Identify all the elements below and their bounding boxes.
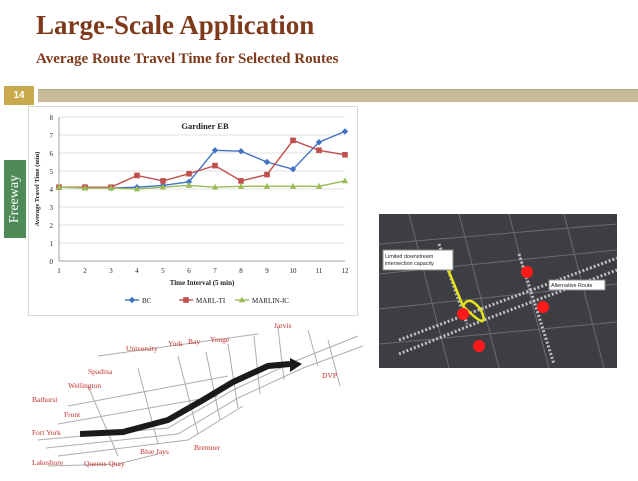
y-axis-label: Average Travel Time (min) [34, 152, 41, 227]
x-tick-label: 2 [83, 267, 87, 275]
y-tick-label: 3 [50, 204, 54, 212]
x-tick-label: 9 [265, 267, 269, 275]
x-tick-label: 6 [187, 267, 191, 275]
series-bc-point [315, 139, 323, 146]
series-marlin-ic-point [263, 182, 271, 189]
series-marl-ti-point [212, 162, 218, 169]
series-marlin-ic-point [55, 183, 63, 190]
series-marlin-ic-point [211, 183, 219, 190]
map-label-wellington: Wellington [68, 381, 101, 390]
series-marl-ti-point [186, 170, 192, 177]
legend-marl-ti-point [183, 297, 189, 303]
y-tick-label: 5 [50, 168, 54, 176]
map-label-jarvis: Jarvis [274, 321, 292, 330]
series-marl-ti-point [160, 178, 166, 184]
y-tick-label: 4 [50, 186, 54, 194]
downtown-map-graphic: Jarvis University York Bay Yonge Spadina DVP We… [32, 321, 364, 468]
slide-title: Large-Scale Application [36, 10, 315, 40]
legend-bc-label: BC [142, 297, 152, 305]
legend-marlin-ic-label: MARLIN-IC [252, 297, 289, 305]
chart-title: Gardiner EB [181, 121, 229, 131]
y-tick-label: 6 [50, 150, 54, 158]
x-tick-label: 3 [109, 267, 113, 275]
map-label-university: University [126, 344, 158, 353]
series-marl-ti-point [342, 152, 348, 158]
y-tick-label: 7 [50, 132, 54, 140]
x-tick-label: 8 [239, 267, 243, 275]
callout-capacity-text: Limited downstream intersection capacity [385, 254, 434, 267]
series-marl-ti-point [238, 178, 244, 184]
map-label-dvp: DVP [322, 371, 337, 380]
y-tick-label: 8 [50, 114, 54, 122]
aerial-map-graphic: Limited downstream intersection capacity … [378, 213, 618, 369]
legend-marl-ti-label: MARL-TI [196, 297, 226, 305]
map-label-blue-jays: Blue Jays [140, 447, 169, 456]
series-marlin-ic-point [159, 183, 167, 190]
x-tick-label: 1 [57, 267, 61, 275]
callout-capacity [382, 249, 454, 271]
series-bc-point [263, 158, 271, 166]
page-number-badge: 14 [4, 86, 34, 105]
header-rule [38, 89, 638, 102]
aerial-map: Limited downstream intersection capacity … [378, 213, 618, 369]
map-label-yonge: Yonge [210, 335, 230, 344]
series-marl-ti-point [264, 171, 270, 178]
x-tick-label: 10 [290, 267, 298, 275]
map-label-lakeshore: Lakeshore [32, 458, 64, 467]
series-bc-point [237, 148, 245, 155]
series-bc-point [341, 128, 349, 135]
series-marlin-ic-point [185, 182, 193, 188]
x-tick-label: 7 [213, 267, 217, 275]
x-tick-label: 11 [316, 267, 323, 275]
map-label-bathurst: Bathurst [32, 395, 58, 404]
section-sidebar: Freeway [4, 160, 26, 238]
callout-alt-route [548, 279, 606, 291]
x-axis-label: Time Interval (5 min) [170, 279, 235, 287]
map-label-spadina: Spadina [88, 367, 113, 376]
legend-marlin-ic-point [238, 296, 246, 303]
map-label-bay: Bay [188, 337, 200, 346]
map-label-queens-quay: Queens Quay [84, 459, 125, 468]
downtown-map: Jarvis University York Bay Yonge Spadina DVP We… [28, 316, 368, 476]
callout-alt-route-text: Alternative Route [551, 283, 592, 289]
series-bc-line [59, 130, 346, 189]
series-marlin-ic-point [315, 182, 323, 189]
series-bc-point [211, 147, 219, 154]
slide-subtitle: Average Route Travel Time for Selected R… [36, 51, 339, 67]
map-label-fort-york: Fort York [32, 428, 61, 437]
series-bc-point [185, 178, 193, 185]
series-marlin-ic-point [107, 184, 115, 191]
y-tick-label: 2 [50, 222, 54, 230]
y-tick-label: 1 [50, 240, 54, 248]
section-label: Freeway [7, 174, 22, 224]
chart-panel: 0 1 2 3 4 5 6 7 8 1 2 3 4 5 6 7 8 9 10 11 12 Gardiner EB Time … [28, 106, 358, 316]
series-marl-ti-point [316, 147, 322, 154]
series-marl-ti-line [59, 139, 346, 188]
series-marl-ti-point [290, 137, 296, 144]
map-label-front: Front [64, 410, 81, 419]
series-bc-point [289, 166, 297, 173]
x-tick-label: 5 [161, 267, 165, 275]
series-marlin-ic-point [341, 177, 349, 184]
legend-bc-point [128, 296, 136, 304]
map-label-york: York [168, 339, 183, 348]
x-tick-label: 12 [342, 267, 350, 275]
series-marl-ti-point [134, 172, 140, 179]
series-marlin-ic-line [58, 180, 346, 190]
series-marlin-ic-point [289, 182, 297, 189]
map-label-bremner: Bremner [194, 443, 221, 452]
y-tick-label: 0 [50, 258, 54, 266]
series-marlin-ic-point [81, 184, 89, 191]
x-tick-label: 4 [135, 267, 139, 275]
series-marlin-ic-point [237, 182, 245, 189]
series-marlin-ic-point [133, 185, 141, 192]
